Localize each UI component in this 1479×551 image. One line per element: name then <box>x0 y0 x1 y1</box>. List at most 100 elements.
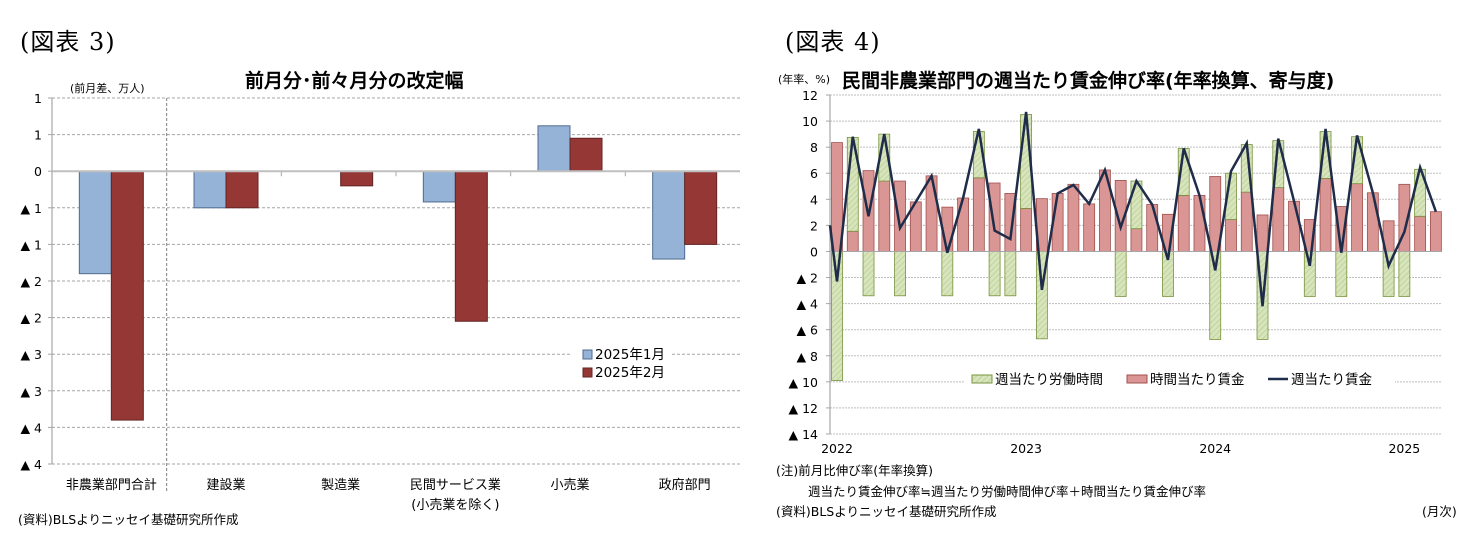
category-label: 民間サービス業 <box>410 477 501 493</box>
legend-label: 2025年1月 <box>595 347 665 363</box>
figure-3-label: (図表 3) <box>20 28 116 56</box>
hours-bar <box>1256 251 1269 340</box>
y-tick-label: 8 <box>810 140 818 155</box>
hours-bar <box>1398 251 1411 297</box>
hourly-wage-bar <box>1004 193 1017 252</box>
y-tick-label: 10 <box>802 114 818 129</box>
hours-bar <box>1020 114 1033 209</box>
hourly-wage-bar <box>1130 228 1143 252</box>
hours-bar <box>1004 251 1017 297</box>
bar-jan <box>422 170 456 203</box>
y-tick-label: ▲ 4 <box>20 457 42 472</box>
hourly-wage-bar <box>1288 200 1300 252</box>
bar-jan <box>537 125 571 172</box>
hours-bar <box>972 131 985 179</box>
hourly-wage-bar <box>1020 208 1033 252</box>
hours-bar <box>988 251 1001 297</box>
hourly-wage-bar <box>1083 203 1096 252</box>
hours-bar <box>1335 251 1348 297</box>
hourly-wage-bar <box>1177 194 1190 252</box>
hours-bar <box>894 251 906 297</box>
hourly-wage-bar <box>1382 220 1395 252</box>
bar-jan <box>78 170 112 275</box>
y-tick-label: ▲ 2 <box>20 311 42 326</box>
y-tick-label: ▲ 6 <box>796 323 818 338</box>
hours-bar <box>1414 168 1427 217</box>
hourly-wage-bar <box>1303 219 1316 252</box>
hours-bar <box>831 251 843 381</box>
hours-bar <box>846 136 859 232</box>
x-tick-label: 2023 <box>1010 441 1042 456</box>
category-label: 政府部門 <box>659 478 711 493</box>
bar-feb <box>110 170 144 421</box>
bar-jan <box>652 170 686 260</box>
legend-swatch <box>582 367 593 378</box>
hours-bar <box>1114 251 1127 297</box>
legend-label: 週当たり賃金 <box>1291 372 1372 388</box>
hourly-wage-bar <box>1114 180 1127 252</box>
category-label: 非農業部門合計 <box>66 477 157 493</box>
hourly-wage-bar <box>1146 204 1159 252</box>
hours-bar <box>1240 144 1253 193</box>
hourly-wage-bar <box>1256 214 1269 252</box>
hourly-wage-bar <box>925 175 938 252</box>
hourly-wage-bar <box>846 230 859 252</box>
y-tick-label: ▲ 3 <box>20 347 42 362</box>
hourly-wage-bar <box>1225 219 1237 252</box>
right-chart-note-1: (注)前月比伸び率(年率換算) <box>776 463 934 478</box>
category-label: 小売業 <box>550 477 589 493</box>
left-chart-source-note: (資料)BLSよりニッセイ基礎研究所作成 <box>18 512 239 527</box>
hourly-wage-bar <box>1414 215 1427 252</box>
x-tick-label: 2024 <box>1199 441 1231 456</box>
hours-bar <box>1209 251 1222 340</box>
hourly-wage-bar <box>941 206 954 252</box>
hourly-wage-bar <box>1398 183 1411 252</box>
y-tick-label: ▲ 10 <box>789 375 819 390</box>
hourly-wage-bar <box>1335 206 1348 252</box>
bar-jan <box>193 170 227 209</box>
hours-bar <box>1351 136 1363 185</box>
hourly-wage-bar <box>1099 169 1111 252</box>
y-tick-label: ▲ 1 <box>20 201 42 216</box>
right-chart-x-unit: (月次) <box>1422 504 1457 519</box>
y-tick-label: 1 <box>34 128 42 143</box>
hours-bar <box>1225 172 1237 220</box>
hours-bar <box>1319 131 1332 179</box>
hours-bar <box>1130 180 1143 230</box>
hourly-wage-bar <box>894 180 906 252</box>
y-tick-label: ▲ 3 <box>20 384 42 399</box>
bar-feb <box>225 170 259 209</box>
x-tick-label: 2025 <box>1388 441 1420 456</box>
hourly-wage-bar <box>1193 194 1206 252</box>
hourly-wage-bar <box>957 197 969 252</box>
hourly-wage-bar <box>862 170 875 252</box>
hours-bar <box>1035 251 1048 340</box>
hourly-wage-bar <box>1240 191 1253 252</box>
hourly-wage-bar <box>1162 213 1174 252</box>
y-tick-label: 2 <box>810 218 818 233</box>
revision-bar-chart: 1 1 0 ▲ 1 ▲ 1 ▲ 2 ▲ 2 ▲ 3 ▲ 3 ▲ 4 ▲ 4 非農業部門合計 建設業 製造業… <box>20 91 740 513</box>
hourly-wage-bar <box>1272 187 1285 252</box>
legend-hours-swatch <box>971 374 993 384</box>
right-chart-unit-label: (年率、%) <box>778 73 831 86</box>
figure-4-label: (図表 4) <box>785 28 881 56</box>
legend-swatch <box>582 349 593 360</box>
bar-feb <box>454 170 488 322</box>
legend-wage-swatch <box>1126 374 1148 384</box>
y-tick-label: ▲ 12 <box>789 401 819 416</box>
hourly-wage-bar <box>909 201 922 252</box>
hourly-wage-bar <box>831 142 843 252</box>
hours-bar <box>1177 148 1190 196</box>
hourly-wage-bar <box>1429 211 1442 252</box>
y-tick-label: 12 <box>802 88 818 103</box>
category-label: 建設業 <box>206 477 245 493</box>
legend-label: 週当たり労働時間 <box>995 372 1103 388</box>
weekly-wage-line <box>828 111 1438 307</box>
hourly-wage-bar <box>1051 193 1064 252</box>
hours-bar <box>862 251 875 297</box>
hourly-wage-bar <box>1067 183 1080 252</box>
y-tick-label: ▲ 4 <box>796 297 818 312</box>
y-tick-label: ▲ 1 <box>20 237 42 252</box>
hours-bar <box>941 251 954 297</box>
y-tick-label: ▲ 2 <box>796 271 818 286</box>
